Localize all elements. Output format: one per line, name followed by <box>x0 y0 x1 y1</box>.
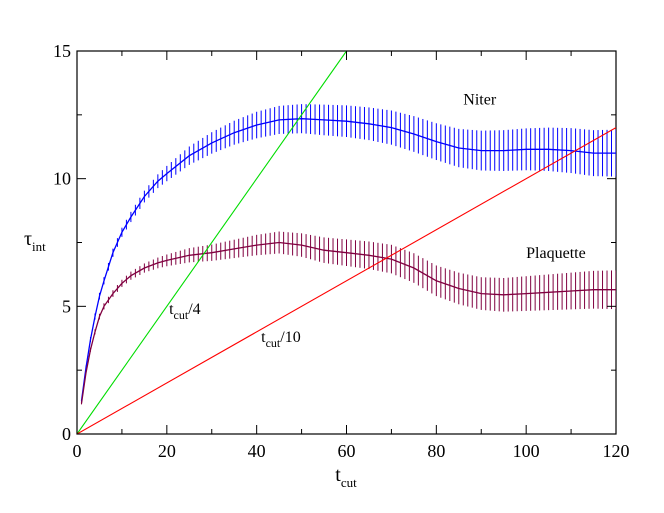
x-tick-label: 120 <box>603 441 630 461</box>
y-tick-label: 15 <box>53 41 71 61</box>
series-t-cut-4 <box>77 51 347 434</box>
annotation: Niter <box>463 92 497 109</box>
y-axis-title: τint <box>24 228 46 254</box>
series-line <box>80 241 616 404</box>
x-tick-label: 100 <box>513 441 540 461</box>
series-line <box>77 127 616 434</box>
annotation: Plaquette <box>526 245 586 262</box>
annotation: tcut/10 <box>261 329 301 350</box>
series-layer <box>77 51 616 434</box>
x-tick-label: 40 <box>248 441 266 461</box>
y-tick-label: 10 <box>53 169 71 189</box>
y-tick-label: 0 <box>62 424 71 444</box>
annotation: tcut/4 <box>169 301 201 322</box>
x-tick-label: 0 <box>73 441 82 461</box>
series-plaquette <box>80 231 616 405</box>
x-tick-label: 20 <box>158 441 176 461</box>
x-axis-title: tcut <box>335 464 357 490</box>
series-line <box>77 51 347 434</box>
x-tick-label: 80 <box>427 441 445 461</box>
x-axis-label: tcut <box>335 464 357 490</box>
annotations-layer: Niter Plaquette tcut/4 tcut/10 <box>169 92 586 350</box>
ticks-layer: 0 20 40 60 80 100 120 0 5 10 15 <box>53 41 630 461</box>
series-t-cut-10 <box>77 127 616 434</box>
series-niter <box>80 104 616 403</box>
x-tick-label: 60 <box>338 441 356 461</box>
y-axis-label: τint <box>24 228 46 254</box>
y-tick-label: 5 <box>62 296 71 316</box>
series-line <box>80 118 616 401</box>
